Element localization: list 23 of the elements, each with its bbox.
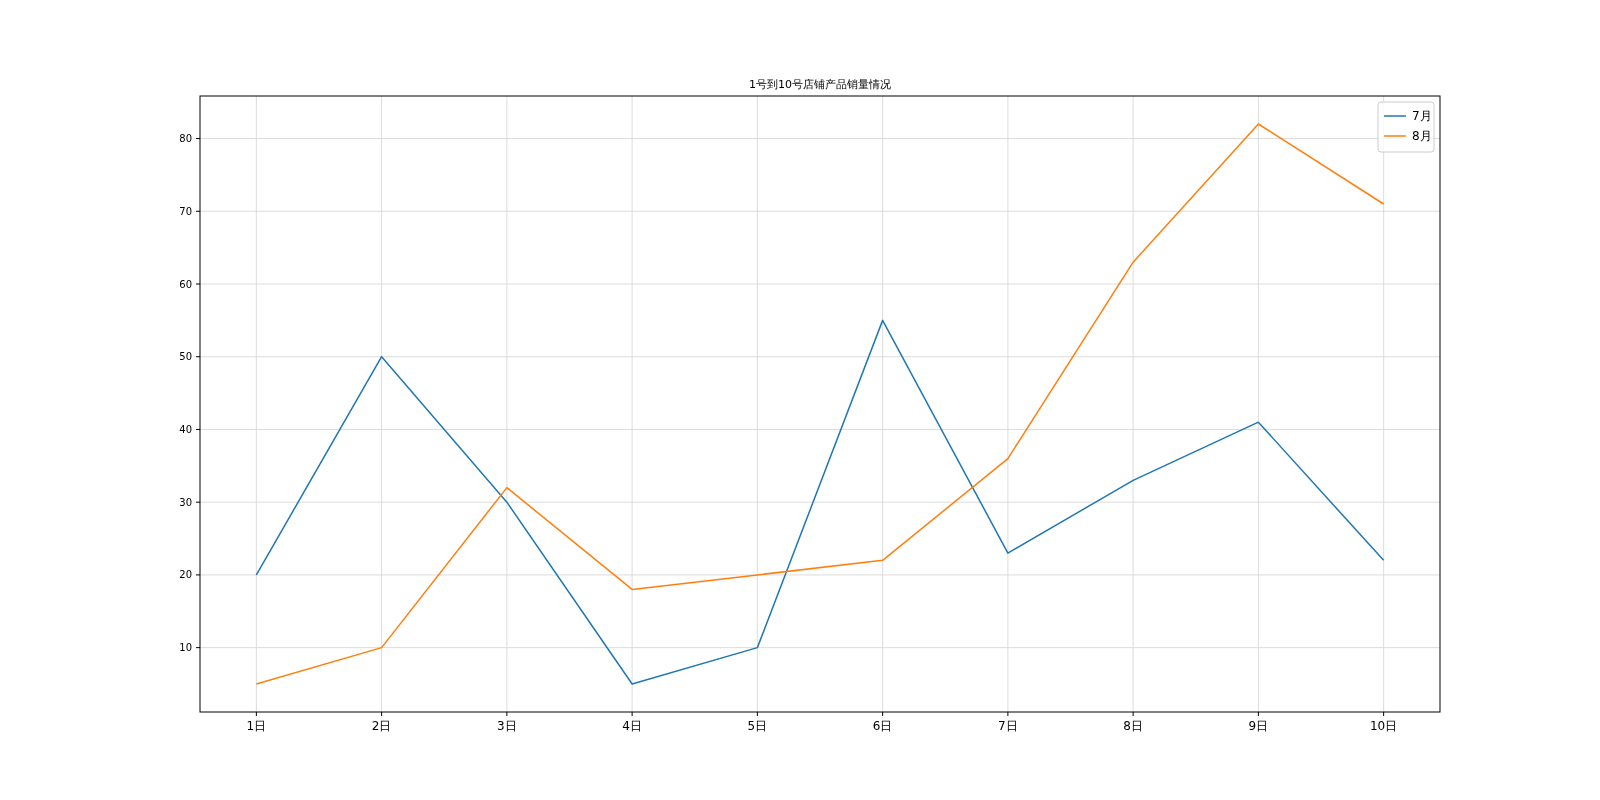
- x-tick-label: 1日: [246, 719, 267, 733]
- x-tick-label: 2日: [371, 719, 392, 733]
- x-tick-label: 7日: [998, 719, 1018, 733]
- y-tick-label: 30: [179, 496, 192, 508]
- x-tick-label: 8日: [1123, 719, 1143, 733]
- y-tick-label: 60: [179, 278, 192, 290]
- y-tick-label: 50: [179, 351, 192, 363]
- line-series: [255, 319, 1385, 685]
- y-tick-label: 20: [179, 569, 192, 581]
- y-tick-label: 10: [179, 642, 192, 654]
- x-tick-label: 6日: [872, 719, 893, 733]
- line-series: [255, 123, 1385, 685]
- y-tick-label: 80: [179, 133, 192, 145]
- chart-title: 1号到10号店铺产品销量情况: [749, 78, 891, 91]
- y-tick-label: 40: [179, 423, 192, 435]
- x-tick-label: 3日: [497, 719, 517, 733]
- y-tick-label: 70: [179, 205, 192, 217]
- x-tick-label: 10日: [1370, 719, 1398, 733]
- legend-label: 8月: [1412, 129, 1432, 144]
- x-tick-label: 5日: [747, 719, 768, 733]
- x-tick-label: 4日: [622, 719, 642, 733]
- legend-label: 7月: [1412, 109, 1432, 124]
- x-tick-label: 9日: [1248, 719, 1269, 733]
